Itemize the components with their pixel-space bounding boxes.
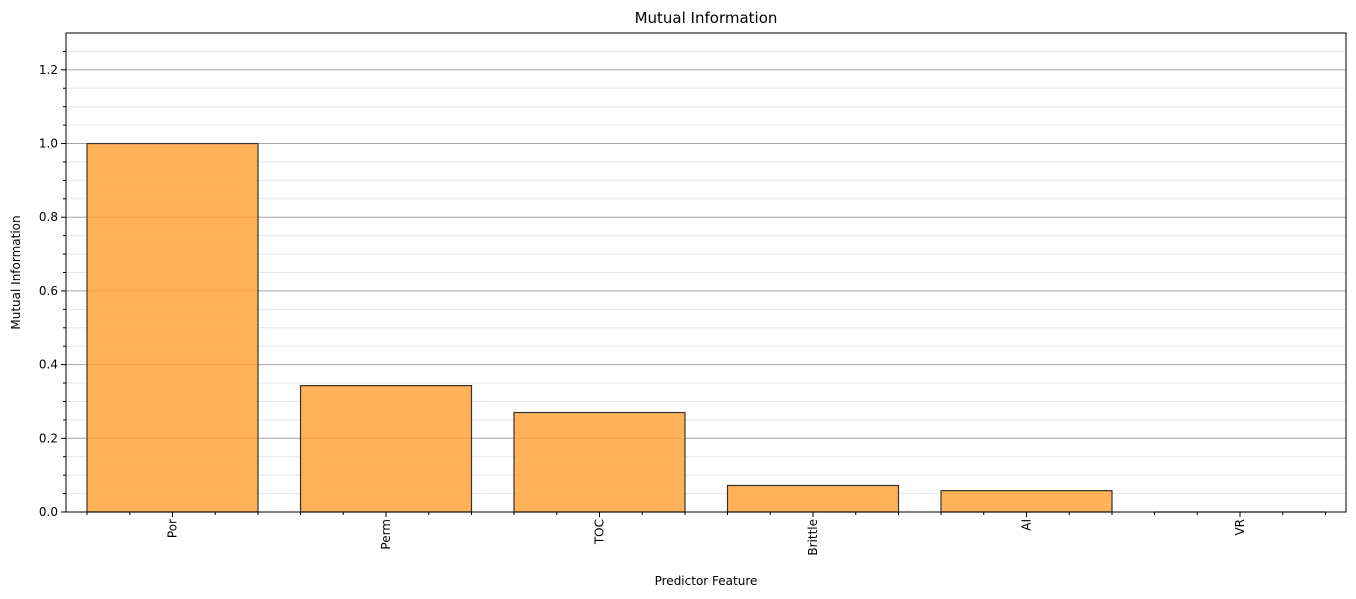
x-tick-label: Brittle bbox=[806, 519, 820, 556]
y-axis-ticks: 0.0 0.2 0.4 0.6 0.8 1.0 1.2 bbox=[39, 50, 66, 519]
y-tick-label: 0.8 bbox=[39, 210, 58, 224]
chart-title: Mutual Information bbox=[635, 9, 778, 27]
x-tick-label: Por bbox=[166, 519, 180, 538]
major-gridlines bbox=[66, 69, 1346, 439]
y-tick-label: 0.0 bbox=[39, 505, 58, 519]
bar-brittle bbox=[726, 484, 900, 513]
x-tick-label: Perm bbox=[379, 519, 393, 550]
y-axis-label: Mutual Information bbox=[9, 215, 23, 329]
y-tick-label: 1.0 bbox=[39, 137, 58, 151]
bar-toc bbox=[513, 411, 686, 513]
y-tick-label: 0.4 bbox=[39, 358, 58, 372]
bar-perm bbox=[299, 385, 473, 513]
x-axis-label: Predictor Feature bbox=[655, 574, 758, 588]
minor-gridlines bbox=[66, 50, 1346, 495]
y-tick-label: 0.2 bbox=[39, 431, 58, 445]
y-tick-label: 1.2 bbox=[39, 63, 58, 77]
bars bbox=[86, 142, 1327, 513]
bar-por bbox=[86, 142, 259, 513]
x-tick-label: AI bbox=[1020, 519, 1034, 531]
bar-ai bbox=[940, 490, 1113, 513]
x-tick-label: VR bbox=[1233, 519, 1247, 536]
x-axis-ticks: Por Perm TOC Brittle AI VR bbox=[86, 512, 1326, 556]
x-tick-label: TOC bbox=[593, 519, 607, 545]
y-tick-label: 0.6 bbox=[39, 284, 58, 298]
